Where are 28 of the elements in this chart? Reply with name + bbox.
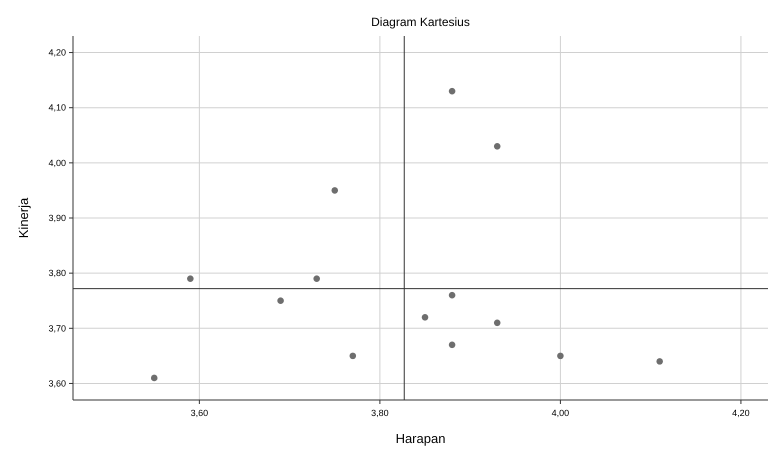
point (277, 297, 284, 304)
point (557, 352, 564, 360)
y-tick-label: 3,70 (48, 323, 66, 334)
point (331, 187, 338, 194)
y-tick-label: 4,00 (48, 158, 66, 168)
point (187, 275, 194, 282)
x-tick-label: 4,00 (552, 408, 570, 418)
point (448, 88, 456, 94)
point (494, 143, 501, 150)
x-tick-label: 3,80 (371, 408, 389, 418)
y-tick-label: 4,10 (48, 102, 66, 113)
y-tick-label: 4,20 (48, 48, 66, 58)
point (448, 342, 456, 348)
x-tick-label: 4,20 (732, 408, 750, 418)
point (350, 352, 356, 360)
y-tick-label: 3,90 (48, 213, 66, 223)
x-axis-title: Harapan (396, 431, 446, 446)
x-tick-label: 3,60 (190, 408, 208, 418)
y-tick-label: 3,60 (48, 378, 66, 388)
point (422, 314, 428, 321)
point (313, 275, 320, 282)
y-tick-label: 3,80 (48, 268, 66, 278)
point (656, 358, 663, 365)
y-axis-title: Kinerja (16, 197, 31, 238)
point (150, 374, 158, 382)
point (494, 320, 501, 326)
chart-title: Diagram Kartesius (371, 15, 470, 29)
point (448, 292, 456, 298)
